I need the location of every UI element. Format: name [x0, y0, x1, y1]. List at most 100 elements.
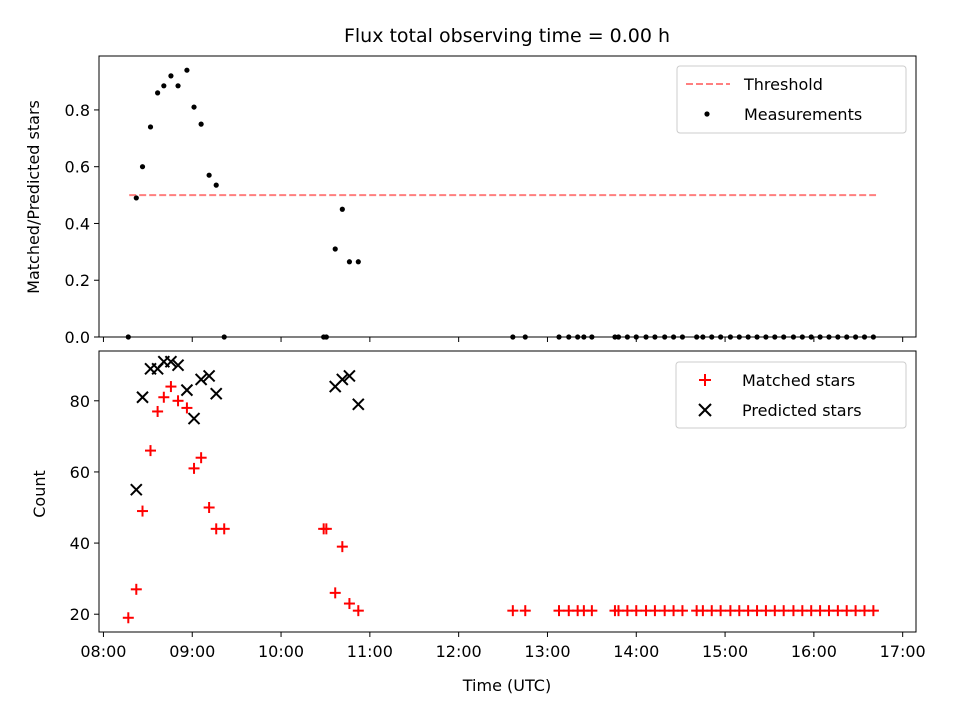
matched-point — [343, 598, 355, 610]
x-tick-label: 11:00 — [347, 642, 393, 661]
legend-predicted-swatch — [698, 403, 712, 417]
measurement-point — [213, 182, 219, 188]
matched-point — [519, 605, 531, 617]
measurement-point — [355, 259, 361, 265]
predicted-point — [130, 483, 143, 496]
matched-point — [867, 605, 879, 617]
top-y-axis-label: Matched/Predicted stars — [24, 100, 43, 294]
measurement-point — [332, 246, 338, 252]
matched-point — [130, 583, 142, 595]
bottom-y-tick-label: 20 — [70, 605, 90, 624]
x-tick-label: 14:00 — [613, 642, 659, 661]
x-tick-label: 15:00 — [702, 642, 748, 661]
top-legend: Threshold Measurements — [676, 65, 907, 134]
predicted-point — [352, 398, 365, 411]
matched-point — [336, 541, 348, 553]
top-y-tick-label: 0.0 — [65, 328, 90, 347]
predicted-point — [336, 373, 349, 386]
predicted-point — [164, 355, 178, 368]
bottom-y-axis-label: Count — [30, 470, 49, 518]
bottom-legend: Matched stars Predicted stars — [675, 361, 907, 429]
measurement-point — [133, 195, 139, 201]
predicted-point — [202, 369, 216, 383]
bottom-series — [122, 355, 879, 624]
matched-point — [203, 502, 215, 514]
x-tick-label: 17:00 — [880, 642, 926, 661]
bottom-legend-frame — [675, 361, 907, 429]
legend-measurements-swatch — [704, 111, 710, 117]
bottom-y-axis: 20 40 60 80 — [70, 392, 99, 624]
predicted-point — [180, 383, 194, 397]
top-y-tick-label: 0.8 — [65, 101, 90, 120]
measurement-point — [346, 259, 353, 265]
legend-threshold-label: Threshold — [743, 75, 823, 94]
legend-matched-label: Matched stars — [742, 371, 855, 390]
legend-predicted-label: Predicted stars — [742, 401, 862, 420]
predicted-point — [194, 373, 208, 386]
matched-point — [137, 505, 149, 517]
matched-point — [181, 402, 193, 414]
bottom-plot-frame — [98, 350, 917, 633]
bottom-x-axis: 08:00 09:00 10:00 11:00 12:00 13:00 14:00 15:00… — [80, 632, 926, 661]
x-tick-label: 16:00 — [791, 642, 837, 661]
matched-point — [778, 605, 790, 617]
measurement-point — [191, 104, 197, 110]
bottom-y-tick-label: 60 — [70, 463, 90, 482]
matched-point — [165, 381, 177, 393]
top-y-tick-label: 0.2 — [65, 271, 90, 290]
measurement-point — [147, 124, 154, 130]
matched-point — [715, 605, 727, 617]
top-y-tick-label: 0.6 — [65, 158, 90, 177]
measurement-point — [161, 83, 167, 89]
measurement-point — [175, 83, 181, 89]
predicted-point — [187, 412, 201, 425]
matched-point — [553, 605, 565, 617]
matched-point — [320, 523, 332, 535]
predicted-point — [210, 387, 223, 400]
matched-point — [507, 605, 519, 617]
matched-point — [122, 612, 134, 624]
x-tick-label: 12:00 — [436, 642, 482, 661]
x-tick-label: 13:00 — [524, 642, 570, 661]
matched-point — [218, 523, 230, 535]
matched-point — [586, 605, 598, 617]
matched-point — [188, 462, 200, 474]
top-panel: 0.00.20.40.60.8 Matched/Predicted stars … — [24, 55, 917, 347]
legend-matched-swatch — [699, 374, 711, 386]
matched-point — [172, 395, 184, 407]
top-plot-frame — [98, 55, 917, 338]
measurement-point — [206, 172, 212, 178]
x-tick-label: 08:00 — [80, 642, 126, 661]
measurement-point — [198, 121, 204, 127]
bottom-panel: 20 40 60 80 08:00 09:00 10:00 11:00 12:00 13:00 1… — [30, 350, 926, 695]
matched-point — [195, 452, 207, 464]
predicted-point — [171, 359, 185, 372]
chart-title: Flux total observing time = 0.00 h — [344, 25, 670, 47]
matched-point — [329, 587, 341, 599]
x-axis-label: Time (UTC) — [462, 676, 551, 695]
predicted-point — [343, 369, 356, 383]
top-y-tick-label: 0.4 — [65, 214, 90, 233]
top-y-axis: 0.0 0.2 0.4 0.6 0.8 — [65, 101, 99, 347]
matched-point — [145, 445, 157, 457]
matched-point — [158, 391, 170, 403]
matched-point — [352, 605, 364, 617]
measurement-point — [155, 90, 161, 96]
measurement-point — [168, 73, 174, 79]
measurement-point — [184, 67, 190, 73]
measurement-point — [139, 164, 146, 170]
matched-point — [630, 605, 642, 617]
bottom-y-tick-label: 80 — [70, 392, 90, 411]
x-tick-label: 10:00 — [258, 642, 304, 661]
matched-point — [152, 405, 164, 417]
predicted-point — [136, 391, 149, 404]
measurement-point — [339, 206, 345, 212]
matched-point — [649, 605, 661, 617]
top-legend-frame — [676, 65, 907, 134]
legend-measurements-label: Measurements — [744, 105, 862, 124]
bottom-y-tick-label: 40 — [70, 534, 90, 553]
top-x-ticks — [102, 337, 904, 342]
matched-point — [676, 605, 688, 617]
x-tick-label: 09:00 — [169, 642, 215, 661]
